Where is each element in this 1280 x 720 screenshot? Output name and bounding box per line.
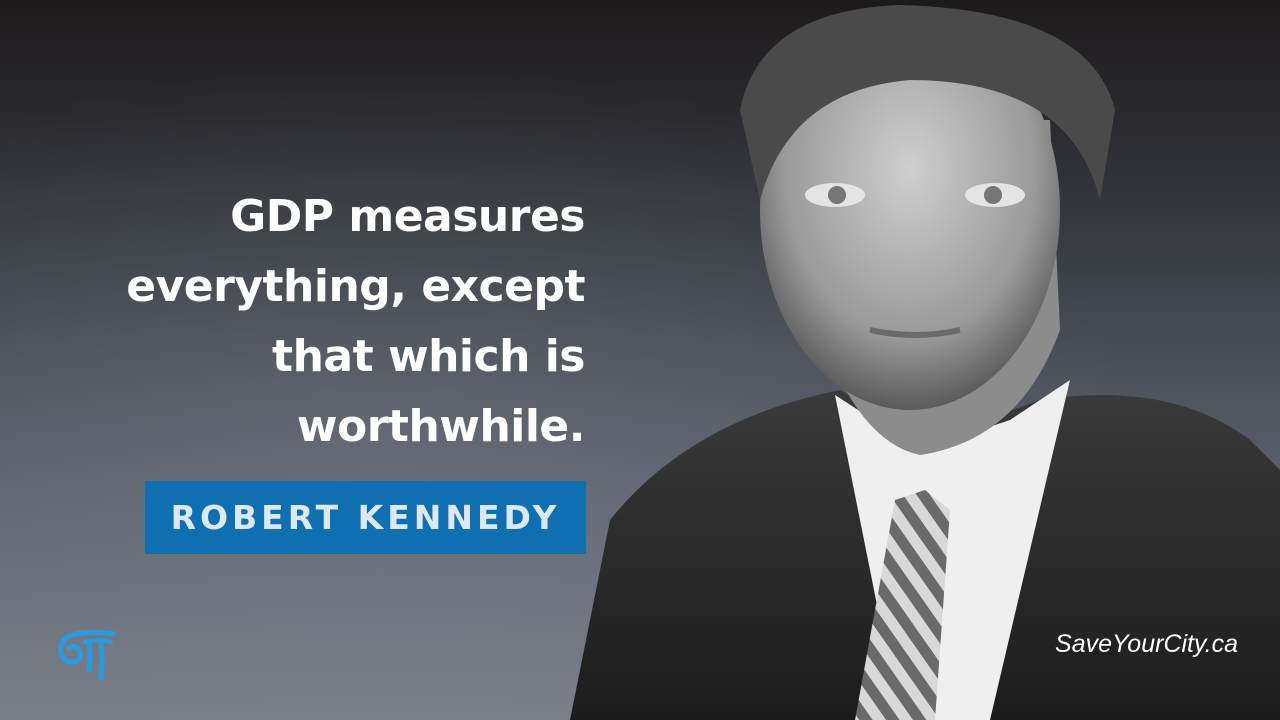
attribution-badge: ROBERT KENNEDY: [145, 481, 586, 554]
portrait-photo: [570, 5, 1280, 720]
quote-line: worthwhile.: [296, 401, 586, 452]
quote-line: GDP measures: [230, 191, 585, 242]
attribution-name: ROBERT KENNEDY: [170, 498, 561, 537]
quote-line: everything, except: [126, 261, 585, 312]
quote-text: GDP measures everything, except that whi…: [65, 182, 585, 462]
spiral-pillar-logo-icon: [58, 629, 116, 681]
quote-line: that which is: [272, 331, 585, 382]
website-label: SaveYourCity.ca: [1055, 630, 1238, 658]
